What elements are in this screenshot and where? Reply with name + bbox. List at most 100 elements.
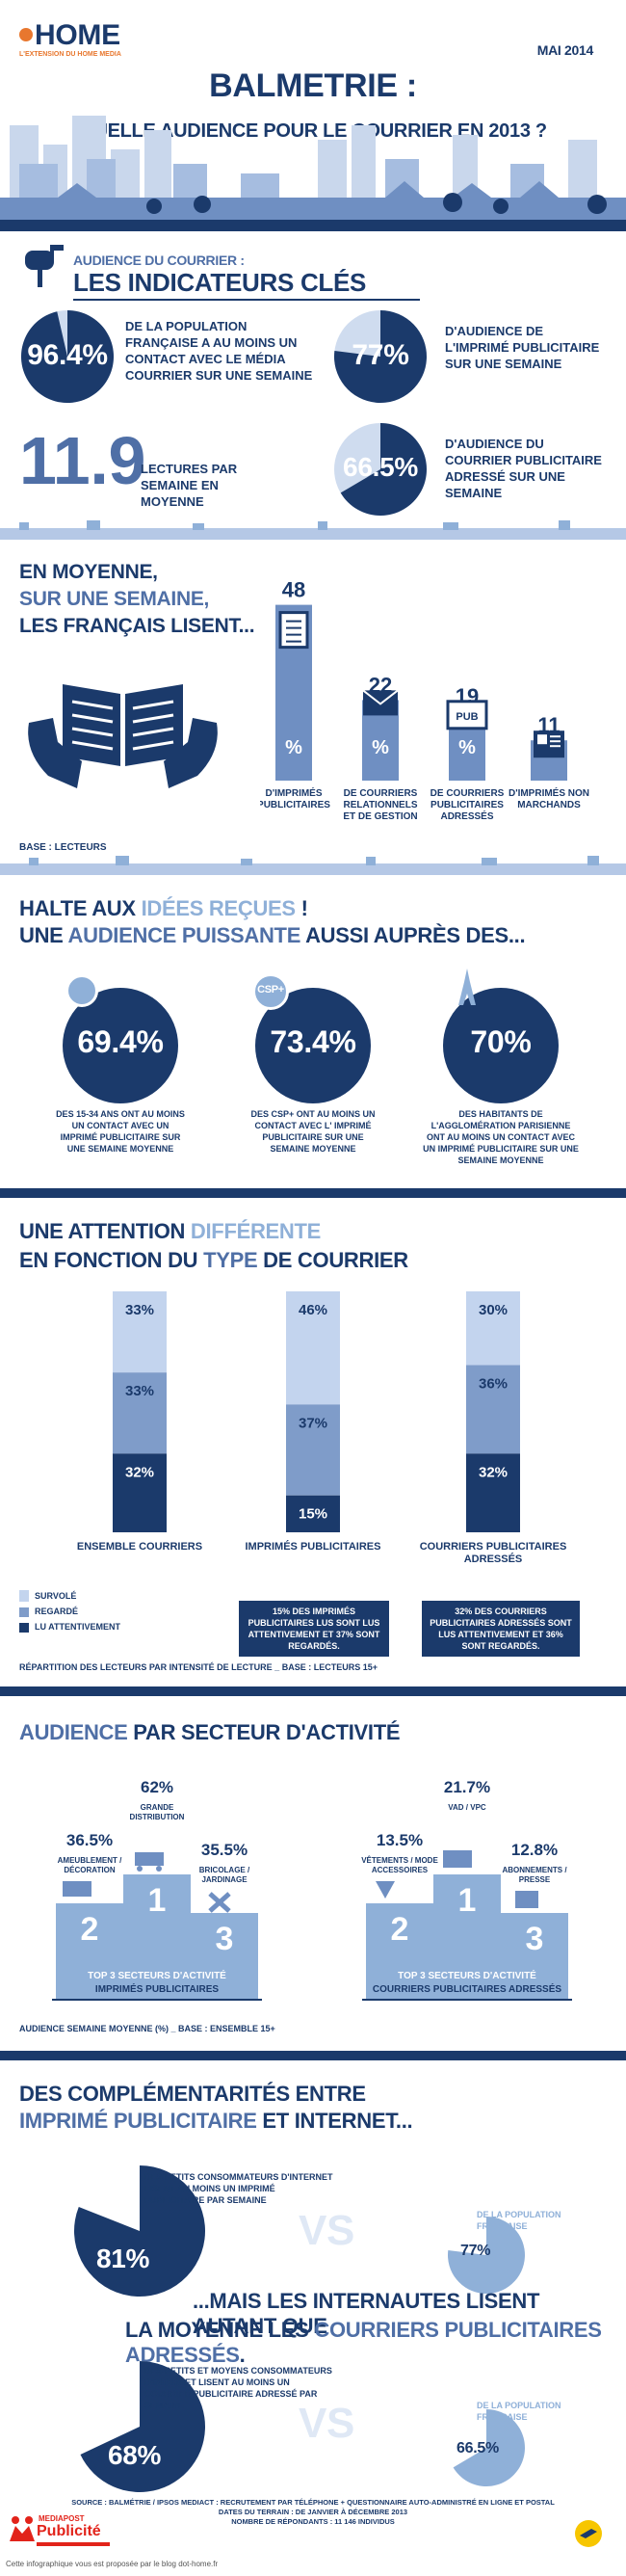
podium-category: JARDINAGE (201, 1875, 248, 1884)
podium-rank: 1 (148, 1882, 167, 1919)
indicators-heading: LES INDICATEURS CLÉS (73, 268, 367, 297)
stacked-segment (286, 1495, 340, 1532)
podium-category: DISTRIBUTION (130, 1813, 185, 1821)
stacked-category-label: IMPRIMÉS PUBLICITAIRES (246, 1540, 381, 1553)
youth-stat-text: DES 15-34 ANS ONT AU MOINS UN CONTACT AV… (56, 1109, 185, 1154)
stacked-segment-label: 32% (479, 1464, 508, 1480)
envelope-icon-flap (362, 689, 399, 705)
kpi-665-slice (340, 423, 427, 516)
source-line2: DATES DU TERRAIN : DE JANVIER À DÉCEMBRE… (218, 2508, 408, 2516)
podium-category: AMEUBLEMENT / (58, 1856, 122, 1865)
attention-line2-a: EN FONCTION DU (19, 1248, 204, 1272)
stacked-category-label: ADRESSÉS (464, 1553, 523, 1565)
readings-line3: LES FRANÇAIS LISENT... (19, 615, 255, 637)
reading-bar-label: D'IMPRIMÉS NON (509, 786, 589, 799)
stacked-segment (466, 1291, 520, 1366)
reading-bar-label: PUBLICITAIRES (430, 800, 504, 810)
population-77-value: 77% (460, 2243, 491, 2259)
population-665-pie (448, 2409, 525, 2486)
reading-bar-label: D'IMPRIMÉS (265, 786, 322, 799)
skyline-divider (0, 856, 626, 875)
kpi-96-slice (21, 310, 115, 403)
magazine-icon (515, 1891, 538, 1908)
attention-footer: RÉPARTITION DES LECTEURS PAR INTENSITÉ D… (19, 1662, 378, 1672)
kpi-77-pie (334, 310, 427, 403)
reading-bar-value: 48 (282, 578, 305, 602)
csp-stat-value: 73.4% (270, 1024, 356, 1059)
podium-step (191, 1913, 258, 1966)
internet-81-slice (74, 2165, 205, 2297)
kpi-77-value: 77% (352, 339, 409, 371)
kpi-readings-value: 11.9 (19, 423, 146, 498)
kpi-665-text: D'AUDIENCE DU COURRIER PUBLICITAIRE ADRE… (445, 437, 602, 500)
internet-81-pie (74, 2165, 205, 2297)
podium-base (56, 1966, 258, 2000)
mediapost-logo-top: MEDIAPOST (39, 2514, 85, 2523)
kpi-665-pie (334, 423, 427, 516)
podium-rank: 1 (458, 1882, 477, 1919)
kpi-77-text: D'AUDIENCE DE L'IMPRIMÉ PUBLICITAIRE SUR… (445, 324, 600, 371)
podium-value: 12.8% (511, 1841, 558, 1859)
flyer-icon (278, 611, 309, 650)
pub-box-icon-label: PUB (456, 711, 478, 723)
complement-title4-c: . (239, 2343, 246, 2367)
mailbox-icon (25, 245, 64, 287)
internet-68-slice (80, 2361, 205, 2492)
legend-swatch (19, 1592, 29, 1602)
paris-stat-text: DES HABITANTS DE L'AGGLOMÉRATION PARISIE… (423, 1109, 579, 1165)
logo-tagline: L'EXTENSION DU HOME MEDIA (19, 51, 121, 58)
stacked-segment-label: 46% (299, 1302, 327, 1318)
section-divider (0, 1188, 626, 1198)
population-77-pie (448, 2217, 525, 2294)
podium-baseline (52, 1999, 262, 2001)
la-poste-logo[interactable] (574, 2519, 603, 2548)
podium-category: DÉCORATION (64, 1866, 115, 1874)
page-subtitle: QUELLE AUDIENCE POUR LE COURRIER EN 2013… (79, 120, 547, 142)
stacked-category-label: COURRIERS PUBLICITAIRES (420, 1541, 567, 1553)
brand-logo[interactable]: HOME L'EXTENSION DU HOME MEDIA (19, 19, 135, 58)
stacked-segment-label: 36% (479, 1376, 508, 1393)
indicators-heading-small: AUDIENCE DU COURRIER : (73, 252, 245, 268)
issue-date: MAI 2014 (536, 42, 594, 58)
stacked-segment (466, 1365, 520, 1454)
stacked-segment-label: 33% (125, 1383, 154, 1399)
legend-swatch (19, 1607, 29, 1617)
podium2-caption-bottom: COURRIERS PUBLICITAIRES ADRESSÉS (372, 1984, 562, 1995)
podium1-caption-bottom: IMPRIMÉS PUBLICITAIRES (94, 1984, 220, 1995)
podium2-caption-top: TOP 3 SECTEURS D'ACTIVITÉ (398, 1971, 536, 1981)
mediapost-logo-main: Publicité (37, 2523, 101, 2539)
youth-stat-circle (63, 988, 178, 1103)
complement-title3: ...MAIS LES INTERNAUTES LISENT AUTANT QU… (193, 2289, 540, 2338)
stacked-segment (286, 1404, 340, 1496)
attention-title: UNE ATTENTION DIFFÉRENTE (19, 1219, 321, 1244)
attention-line2-b: TYPE (203, 1248, 258, 1272)
csp-stat-text: DES CSP+ ONT AU MOINS UN CONTACT AVEC L'… (250, 1109, 376, 1154)
podium-baseline (362, 1999, 572, 2001)
legend-swatch (19, 1623, 29, 1633)
podium-category: GRANDE (141, 1803, 174, 1812)
reading-bar-label: RELATIONNELS (343, 800, 417, 810)
mediapost-figures-icon (10, 2516, 35, 2541)
readings-base-note: BASE : LECTEURS (19, 842, 107, 853)
stacked-segment-label: 30% (479, 1302, 508, 1318)
reading-bar-label: MARCHANDS (517, 800, 581, 810)
kpi-96-value: 96.4% (27, 339, 108, 371)
mediapost-logo[interactable]: MEDIAPOST Publicité (8, 2510, 114, 2553)
podium-category: BRICOLAGE / (199, 1866, 250, 1874)
internet-68-text: DES PETITS ET MOYENS CONSOMMATEURS D'INT… (144, 2366, 332, 2410)
secteur-title: AUDIENCE PAR SECTEUR D'ACTIVITÉ (19, 1720, 401, 1745)
complement-title2-a: IMPRIMÉ PUBLICITAIRE (19, 2109, 257, 2133)
paris-stat-circle (443, 988, 559, 1103)
podium-step (123, 1874, 191, 1966)
readings-line1: EN MOYENNE, (19, 561, 158, 583)
kpi-665-value: 66.5% (343, 452, 418, 482)
complement-title4-a: LA MOYENNE LES (125, 2318, 315, 2342)
podium-step (501, 1913, 568, 1966)
stacked-segment-label: 15% (299, 1506, 327, 1523)
legend-label: SURVOLÉ (35, 1591, 77, 1601)
podium-category: VÊTEMENTS / MODE (361, 1856, 438, 1865)
halte-title-a: HALTE AUX (19, 896, 142, 920)
vs-label-2: VS (299, 2400, 355, 2447)
vs-label-1: VS (299, 2207, 355, 2254)
